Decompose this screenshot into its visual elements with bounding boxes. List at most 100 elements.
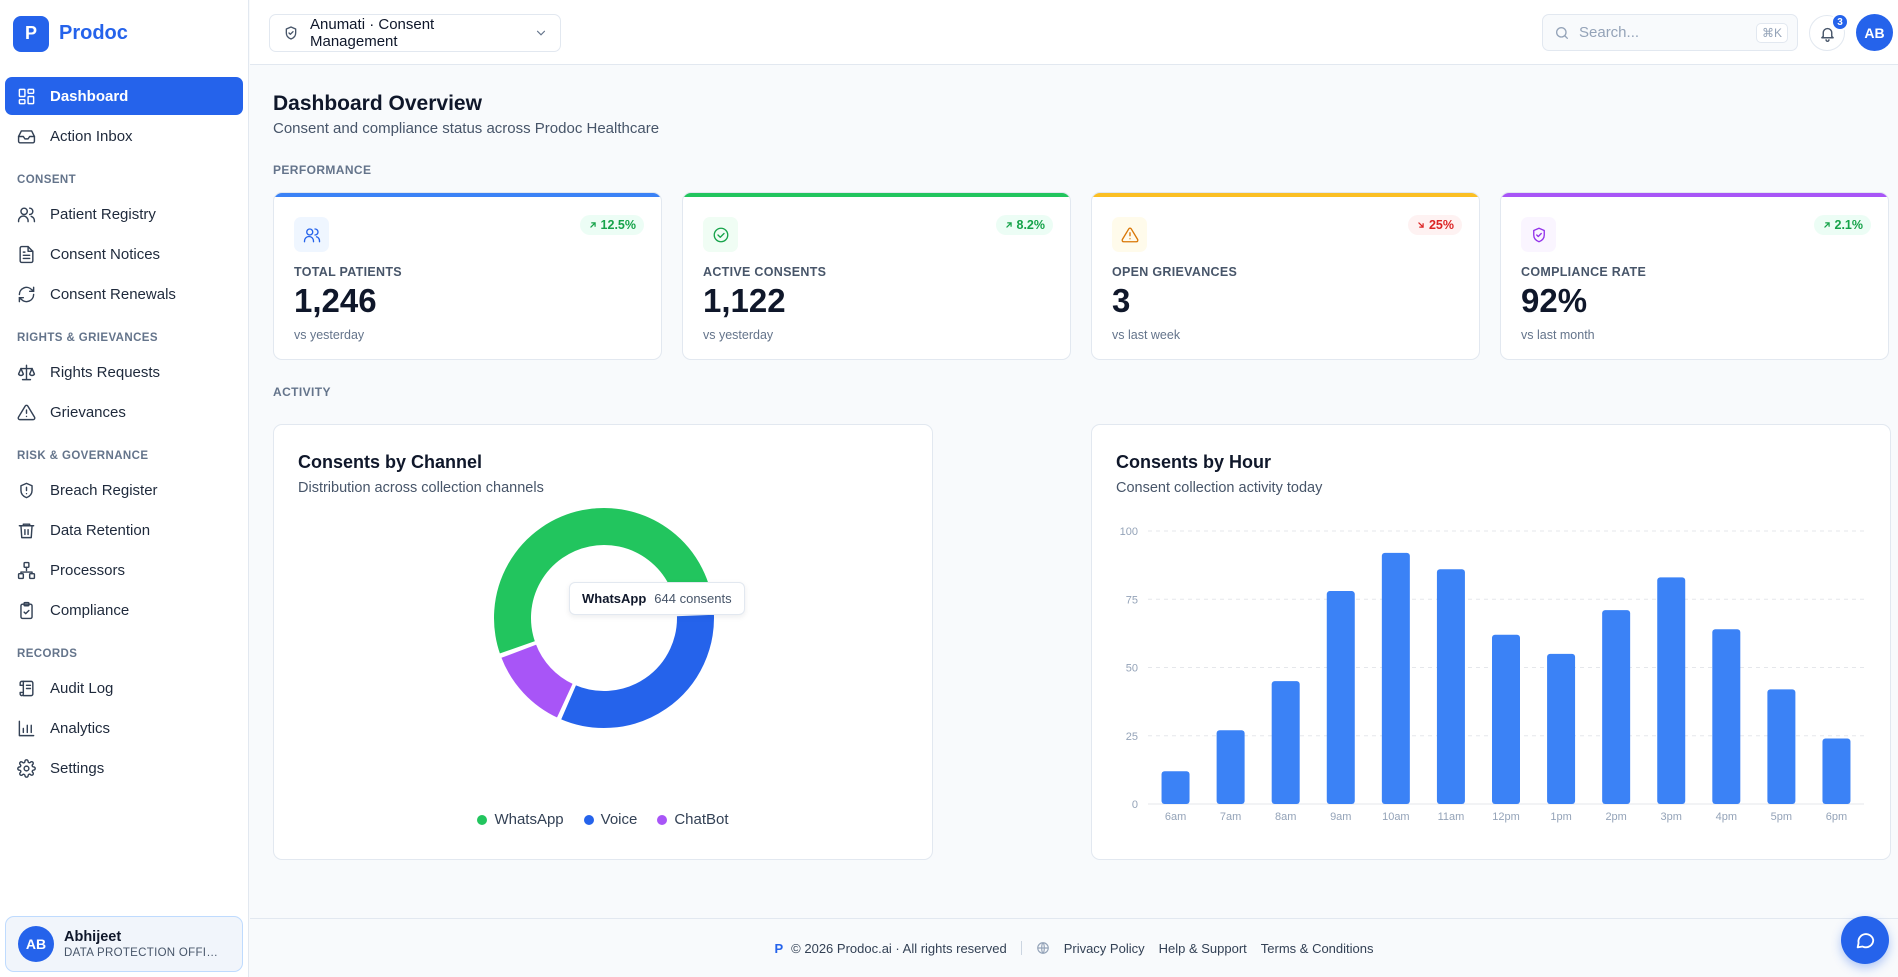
donut-chart [492, 506, 716, 730]
sidebar-nav: Dashboard Action Inbox CONSENT Patient Regi… [0, 67, 248, 916]
footer: P © 2026 Prodoc.ai · All rights reserved… [250, 918, 1898, 977]
network-icon [17, 561, 36, 580]
trend-badge: 2.1% [1813, 215, 1871, 235]
sidebar-item-compliance[interactable]: Compliance [5, 591, 243, 629]
page-subtitle: Consent and compliance status across Pro… [273, 120, 660, 137]
topbar: Anumati · Consent Management ⌘K 3 AB [250, 0, 1898, 65]
channel-card: Consents by Channel Distribution across … [273, 424, 933, 860]
stat-label: ACTIVE CONSENTS [703, 265, 827, 279]
legend-label: WhatsApp [494, 811, 564, 828]
bar-5pm[interactable] [1767, 689, 1796, 804]
chat-icon [1854, 929, 1876, 951]
sidebar-item-audit-log[interactable]: Audit Log [5, 669, 243, 707]
y-tick-label: 75 [1126, 594, 1138, 606]
warning-icon [17, 403, 36, 422]
clipboard-check-icon [17, 601, 36, 620]
stat-card-compliance-rate[interactable]: 2.1% COMPLIANCE RATE 92% vs last month [1500, 192, 1889, 360]
sidebar-item-settings[interactable]: Settings [5, 749, 243, 787]
sidebar-item-label: Rights Requests [50, 363, 161, 381]
stat-value: 1,246 [294, 282, 377, 319]
trend-badge: 12.5% [579, 215, 644, 235]
stat-card-open-grievances[interactable]: 25% OPEN GRIEVANCES 3 vs last week [1091, 192, 1480, 360]
bar-9am[interactable] [1326, 591, 1355, 804]
trend-value: 8.2% [1016, 218, 1046, 232]
arrow-up-right-icon [1004, 220, 1014, 230]
bar-2pm[interactable] [1602, 610, 1631, 804]
legend-item-voice[interactable]: Voice [583, 811, 638, 828]
bar-6pm[interactable] [1822, 738, 1851, 804]
footer-divider [1020, 941, 1022, 955]
hour-card-subtitle: Consent collection activity today [1116, 480, 1323, 496]
x-tick-label: 3pm [1661, 811, 1682, 823]
donut-slice-chatbot[interactable] [498, 642, 576, 721]
privacy-policy-link[interactable]: Privacy Policy [1063, 940, 1145, 956]
sidebar-item-grievances[interactable]: Grievances [5, 393, 243, 431]
sidebar-item-rights-requests[interactable]: Rights Requests [5, 353, 243, 391]
sidebar-item-processors[interactable]: Processors [5, 551, 243, 589]
legend-label: Voice [600, 811, 638, 828]
stat-value: 3 [1112, 282, 1131, 319]
sidebar-section-risk-governance: RISK & GOVERNANCE [17, 450, 149, 462]
sidebar-item-patient-registry[interactable]: Patient Registry [5, 195, 243, 233]
legend-item-chatbot[interactable]: ChatBot [657, 811, 729, 828]
trend-value: 2.1% [1834, 218, 1864, 232]
channel-card-subtitle: Distribution across collection channels [298, 480, 544, 496]
sidebar-item-consent-notices[interactable]: Consent Notices [5, 235, 243, 273]
sidebar-item-data-retention[interactable]: Data Retention [5, 511, 243, 549]
brand[interactable]: P Prodoc [0, 0, 248, 67]
brand-name: Prodoc [59, 22, 128, 44]
sidebar-item-label: Compliance [50, 601, 130, 619]
bar-6am[interactable] [1161, 771, 1190, 804]
notifications-button[interactable] [1809, 15, 1845, 51]
help-support-link[interactable]: Help & Support [1158, 940, 1247, 956]
shield-check-icon [283, 25, 299, 41]
terms-link[interactable]: Terms & Conditions [1260, 940, 1374, 956]
stat-card-active-consents[interactable]: 8.2% ACTIVE CONSENTS 1,122 vs yesterday [682, 192, 1071, 360]
sidebar-section-consent: CONSENT [17, 174, 77, 186]
bar-10am[interactable] [1381, 552, 1410, 804]
donut-slice-voice[interactable] [558, 612, 716, 730]
bar-11am[interactable] [1436, 569, 1465, 804]
bar-1pm[interactable] [1547, 653, 1576, 804]
shield-check-icon [1521, 217, 1556, 252]
bar-3pm[interactable] [1657, 577, 1686, 804]
search-shortcut: ⌘K [1755, 22, 1788, 43]
bar-12pm[interactable] [1492, 634, 1520, 804]
org-selector[interactable]: Anumati · Consent Management [269, 14, 561, 52]
search-icon [1554, 25, 1570, 41]
x-tick-label: 10am [1382, 811, 1410, 823]
user-name: Abhijeet [64, 929, 122, 945]
sidebar-item-label: Data Retention [50, 521, 151, 539]
user-card[interactable]: AB Abhijeet DATA PROTECTION OFFICER [5, 916, 243, 972]
stat-value: 1,122 [703, 282, 786, 319]
sidebar-item-dashboard[interactable]: Dashboard [5, 77, 243, 115]
page-title: Dashboard Overview [273, 92, 482, 115]
x-tick-label: 1pm [1550, 811, 1571, 823]
x-tick-label: 11am [1438, 811, 1465, 823]
warning-icon [1112, 217, 1147, 252]
y-tick-label: 50 [1126, 663, 1138, 675]
stat-card-total-patients[interactable]: 12.5% TOTAL PATIENTS 1,246 vs yesterday [273, 192, 662, 360]
stat-label: OPEN GRIEVANCES [1112, 265, 1238, 279]
search-box[interactable]: ⌘K [1542, 14, 1798, 51]
sidebar-item-analytics[interactable]: Analytics [5, 709, 243, 747]
profile-avatar[interactable]: AB [1856, 14, 1893, 51]
chat-button[interactable] [1841, 916, 1889, 964]
shield-alert-icon [17, 481, 36, 500]
bar-8am[interactable] [1271, 681, 1300, 804]
sidebar-item-label: Grievances [50, 403, 126, 421]
bar-4pm[interactable] [1712, 629, 1741, 804]
bell-icon [1819, 25, 1836, 42]
org-selector-label: Anumati · Consent Management [310, 16, 435, 50]
sidebar-item-breach-register[interactable]: Breach Register [5, 471, 243, 509]
stat-label: COMPLIANCE RATE [1521, 265, 1647, 279]
sidebar-item-label: Settings [50, 759, 105, 777]
bar-7am[interactable] [1216, 730, 1245, 804]
sidebar-item-consent-renewals[interactable]: Consent Renewals [5, 275, 243, 313]
x-tick-label: 7am [1220, 811, 1241, 823]
stat-comparison: vs yesterday [294, 328, 365, 342]
sidebar-item-action-inbox[interactable]: Action Inbox [5, 117, 243, 155]
legend-item-whatsapp[interactable]: WhatsApp [477, 811, 564, 828]
y-tick-label: 0 [1132, 799, 1138, 811]
search-input[interactable] [1579, 24, 1739, 41]
